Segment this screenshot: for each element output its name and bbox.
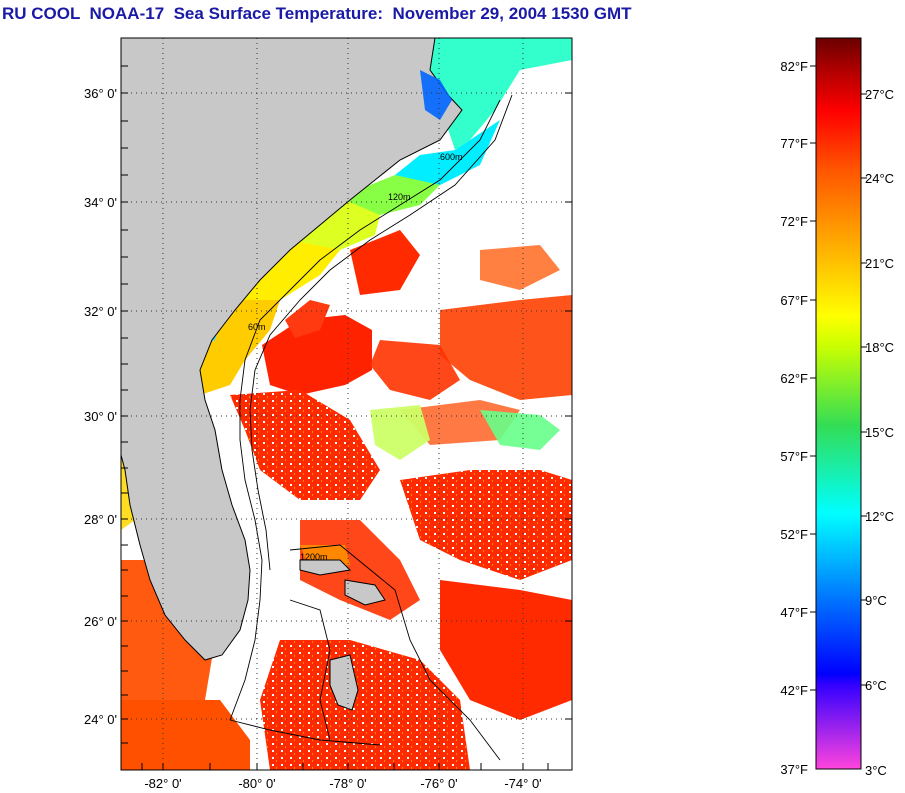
lon-label: -80° 0' [238, 776, 275, 791]
colorbar-f-label: 52°F [780, 527, 808, 542]
colorbar-c-label: 9°C [865, 593, 887, 608]
map-frame [120, 37, 573, 771]
colorbar-c-label: 24°C [865, 171, 894, 186]
colorbar-c-label: 18°C [865, 340, 894, 355]
lat-label: 30° 0' [84, 409, 117, 424]
lon-label: -78° 0' [329, 776, 366, 791]
lat-label: 24° 0' [84, 712, 117, 727]
colorbar-f-label: 82°F [780, 59, 808, 74]
land-bahamas-grand [299, 559, 352, 576]
lon-label: -82° 0' [144, 776, 181, 791]
lat-label: 36° 0' [84, 86, 117, 101]
sst-coastal-band [121, 38, 572, 580]
colorbar-f-label: 72°F [780, 214, 808, 229]
land-us-mainland [121, 38, 463, 661]
lat-label: 26° 0' [84, 614, 117, 629]
lon-label: -74° 0' [504, 776, 541, 791]
lat-label: 32° 0' [84, 304, 117, 319]
axis-ticks [121, 65, 572, 770]
colorbar-c-label: 3°C [865, 763, 887, 778]
colorbar-f-label: 57°F [780, 449, 808, 464]
contour-label-1200m: 1200m [300, 552, 328, 562]
colorbar-c-label: 27°C [865, 87, 894, 102]
contour-label-120m: 120m [388, 192, 411, 202]
colorbar-gradient [815, 37, 862, 770]
colorbar-f-label: 77°F [780, 136, 808, 151]
sst-warm-patches [121, 230, 572, 770]
graticule [121, 38, 572, 770]
lat-label: 34° 0' [84, 195, 117, 210]
colorbar-c-label: 15°C [865, 425, 894, 440]
lat-label: 28° 0' [84, 512, 117, 527]
contour-label-600m: 600m [440, 152, 463, 162]
colorbar-f-label: 42°F [780, 683, 808, 698]
land-bahamas-small [344, 579, 386, 606]
land-sounds [420, 70, 452, 120]
lon-label: -76° 0' [420, 776, 457, 791]
map-title: RU COOL NOAA-17 Sea Surface Temperature:… [2, 4, 632, 23]
colorbar-f-label: 67°F [780, 293, 808, 308]
colorbar-c-label: 6°C [865, 678, 887, 693]
colorbar-c-label: 21°C [865, 256, 894, 271]
temperature-colorbar: 82°F 77°F 72°F 67°F 62°F 57°F 52°F 47°F … [780, 37, 894, 778]
contour-label-60m: 60m [248, 322, 266, 332]
colorbar-c-label: 12°C [865, 509, 894, 524]
colorbar-f-label: 37°F [780, 762, 808, 777]
colorbar-f-label: 47°F [780, 605, 808, 620]
colorbar-f-label: 62°F [780, 371, 808, 386]
land-andros-island [329, 654, 359, 711]
map-plot-area: 120m 600m 1200m 60m [121, 38, 572, 770]
